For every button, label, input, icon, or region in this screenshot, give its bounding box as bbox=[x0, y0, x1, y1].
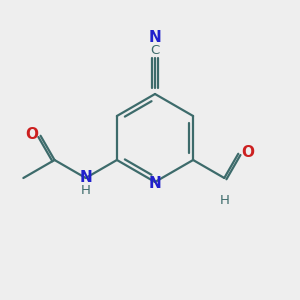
Text: H: H bbox=[219, 194, 229, 206]
Text: O: O bbox=[25, 127, 38, 142]
Text: N: N bbox=[79, 170, 92, 185]
Text: H: H bbox=[81, 184, 91, 197]
Text: C: C bbox=[150, 44, 160, 58]
Text: O: O bbox=[241, 145, 254, 160]
Text: N: N bbox=[148, 31, 161, 46]
Text: N: N bbox=[148, 176, 161, 190]
